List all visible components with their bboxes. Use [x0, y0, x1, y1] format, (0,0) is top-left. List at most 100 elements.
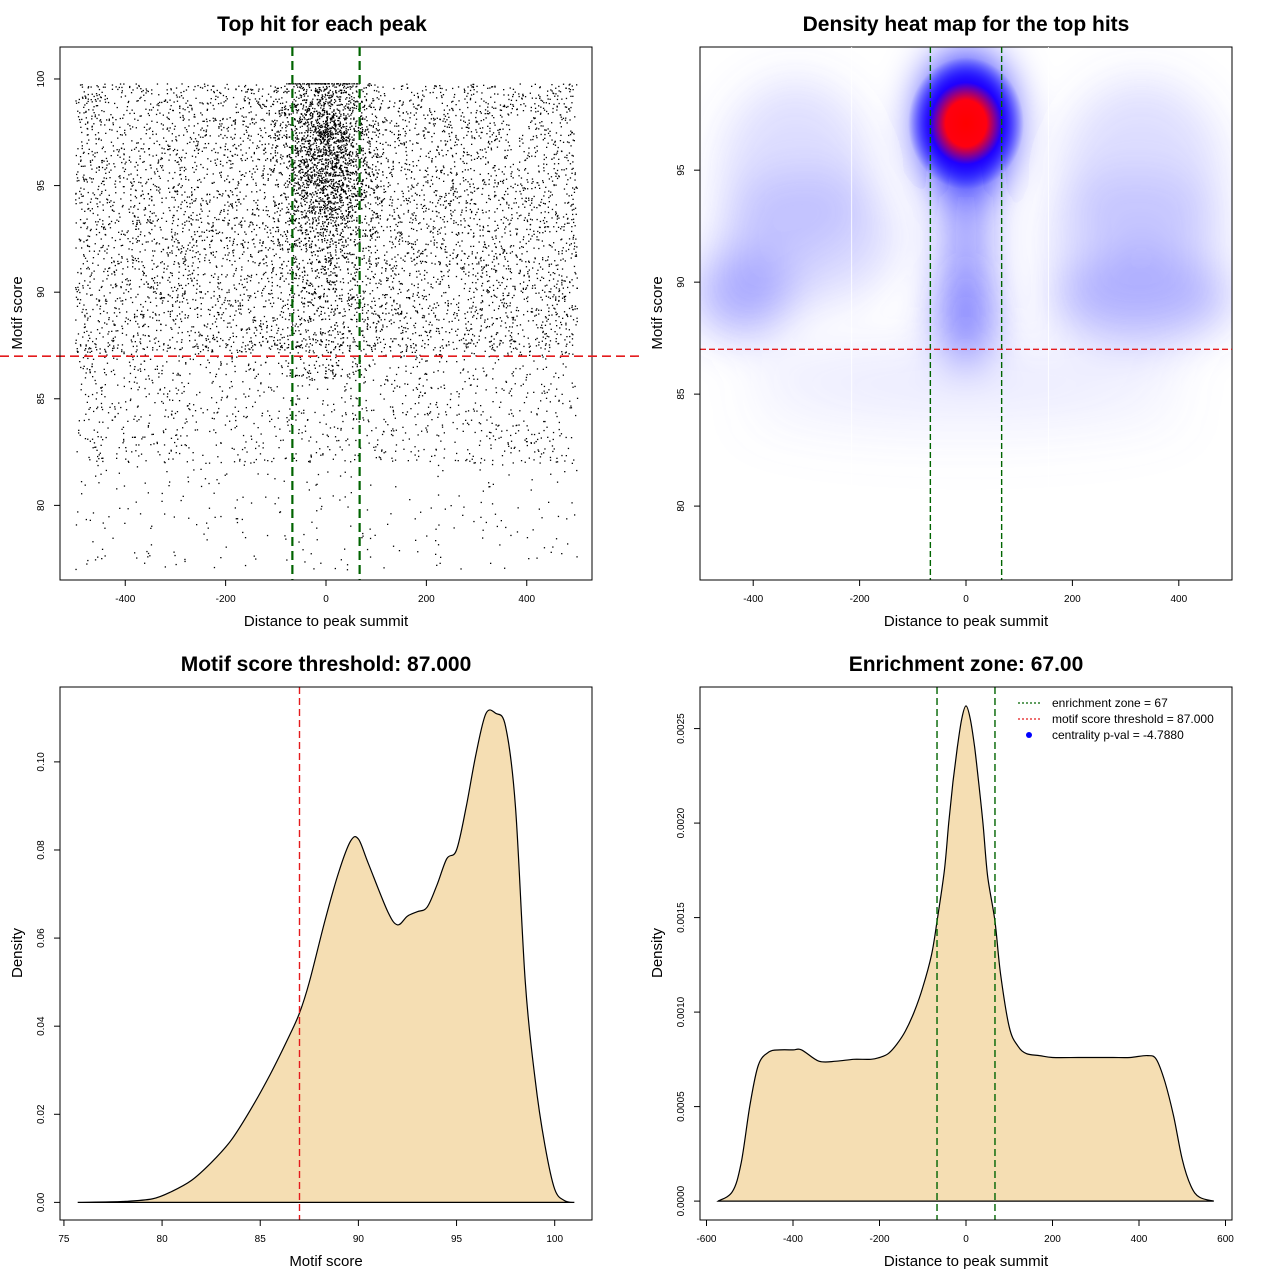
- scatter-point: [432, 232, 434, 234]
- scatter-point: [298, 429, 300, 431]
- scatter-point: [244, 564, 247, 567]
- scatter-point: [439, 562, 441, 564]
- scatter-point: [108, 163, 110, 165]
- scatter-point: [184, 314, 186, 316]
- scatter-point: [294, 92, 296, 94]
- scatter-point: [95, 171, 97, 173]
- scatter-point: [442, 347, 444, 349]
- scatter-point: [123, 148, 125, 150]
- scatter-point: [407, 460, 409, 462]
- scatter-point: [122, 167, 124, 169]
- scatter-point: [263, 287, 265, 290]
- scatter-point: [546, 335, 548, 337]
- scatter-point: [279, 277, 282, 279]
- scatter-point: [244, 396, 247, 398]
- scatter-point: [136, 142, 138, 144]
- scatter-point: [305, 214, 307, 216]
- scatter-point: [528, 457, 530, 459]
- scatter-point: [448, 126, 450, 128]
- scatter-point: [87, 351, 89, 353]
- scatter-point: [383, 259, 386, 261]
- scatter-point: [384, 296, 386, 299]
- scatter-point: [501, 197, 503, 199]
- scatter-point: [126, 178, 128, 180]
- scatter-point: [320, 508, 322, 510]
- scatter-point: [124, 234, 126, 236]
- scatter-point: [434, 316, 436, 318]
- scatter-point: [177, 294, 179, 296]
- scatter-point: [137, 293, 139, 296]
- scatter-point: [503, 89, 505, 91]
- scatter-point: [303, 195, 305, 197]
- scatter-point: [94, 152, 96, 154]
- scatter-point: [468, 127, 470, 129]
- scatter-point: [81, 147, 83, 150]
- scatter-point: [463, 147, 465, 150]
- scatter-point: [345, 138, 347, 141]
- scatter-point: [195, 156, 197, 158]
- scatter-point: [92, 376, 94, 378]
- scatter-point: [539, 266, 542, 268]
- scatter-point: [249, 341, 251, 343]
- scatter-point: [454, 196, 457, 198]
- scatter-point: [493, 186, 495, 188]
- scatter-point: [369, 256, 371, 258]
- scatter-point: [173, 551, 175, 553]
- scatter-point: [168, 458, 170, 460]
- scatter-point: [240, 329, 243, 331]
- scatter-point: [276, 91, 278, 94]
- scatter-point: [510, 395, 513, 397]
- scatter-point: [424, 373, 426, 375]
- scatter-point: [176, 96, 178, 98]
- scatter-point: [285, 240, 287, 242]
- scatter-point: [221, 265, 223, 267]
- scatter-point: [548, 178, 550, 180]
- scatter-point: [284, 114, 286, 117]
- scatter-point: [209, 201, 211, 203]
- scatter-point: [512, 462, 514, 464]
- scatter-point: [545, 317, 547, 319]
- scatter-point: [355, 231, 357, 233]
- scatter-point: [138, 386, 140, 388]
- scatter-point: [562, 287, 564, 289]
- scatter-point: [183, 261, 185, 263]
- scatter-point: [89, 372, 91, 374]
- scatter-point: [568, 307, 571, 310]
- scatter-point: [423, 211, 425, 213]
- scatter-point: [444, 140, 446, 142]
- scatter-point: [425, 372, 427, 375]
- scatter-point: [352, 419, 355, 421]
- scatter-point: [555, 264, 557, 267]
- scatter-point: [162, 430, 165, 432]
- scatter-point: [521, 246, 523, 248]
- scatter-point: [402, 426, 404, 428]
- scatter-point: [571, 462, 573, 464]
- scatter-point: [172, 290, 174, 292]
- scatter-point: [158, 243, 161, 245]
- scatter-point: [255, 458, 257, 461]
- scatter-point: [276, 344, 279, 346]
- scatter-point: [337, 158, 339, 160]
- scatter-point: [241, 243, 244, 245]
- scatter-point: [259, 453, 262, 455]
- scatter-point: [517, 310, 520, 312]
- scatter-point: [573, 140, 575, 142]
- scatter-point: [375, 120, 377, 122]
- scatter-point: [551, 194, 553, 196]
- scatter-point: [281, 158, 283, 160]
- scatter-point: [452, 252, 454, 254]
- scatter-point: [143, 316, 145, 318]
- scatter-point: [122, 426, 125, 428]
- scatter-point: [104, 86, 106, 88]
- scatter-point: [361, 408, 363, 410]
- scatter-point: [111, 339, 113, 342]
- scatter-point: [265, 206, 268, 208]
- scatter-point: [487, 173, 490, 175]
- scatter-point: [174, 412, 177, 415]
- scatter-point: [492, 368, 494, 370]
- scatter-point: [265, 132, 267, 134]
- scatter-point: [210, 240, 213, 242]
- scatter-point: [526, 300, 529, 303]
- scatter-point: [565, 242, 568, 244]
- scatter-point: [142, 436, 144, 438]
